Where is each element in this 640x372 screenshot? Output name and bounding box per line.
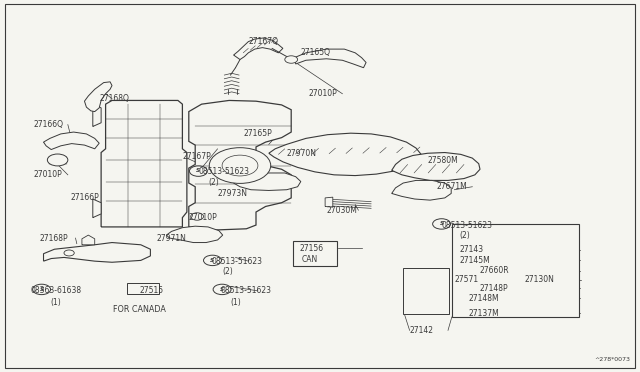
PathPatch shape (44, 243, 150, 262)
Text: FOR CANADA: FOR CANADA (113, 305, 166, 314)
PathPatch shape (325, 197, 333, 207)
Text: 27571: 27571 (454, 275, 479, 284)
Text: S: S (196, 168, 200, 173)
Text: (2): (2) (223, 267, 234, 276)
PathPatch shape (44, 132, 99, 150)
Text: 08513-51623: 08513-51623 (442, 221, 493, 230)
Circle shape (33, 284, 51, 295)
Text: 27137M: 27137M (468, 309, 499, 318)
Text: 27156: 27156 (300, 244, 324, 253)
Text: 27142: 27142 (410, 326, 434, 335)
PathPatch shape (189, 100, 291, 230)
Circle shape (191, 213, 204, 220)
PathPatch shape (294, 49, 366, 68)
PathPatch shape (82, 235, 95, 245)
PathPatch shape (166, 226, 223, 243)
Text: 27167Q: 27167Q (248, 37, 278, 46)
Circle shape (47, 154, 68, 166)
Text: 27143: 27143 (460, 246, 484, 254)
Text: 27971N: 27971N (157, 234, 187, 243)
Text: S: S (220, 286, 224, 292)
PathPatch shape (392, 180, 451, 200)
Text: 27165Q: 27165Q (301, 48, 331, 57)
Text: 27970N: 27970N (287, 149, 317, 158)
Text: ^278*0073: ^278*0073 (595, 357, 630, 362)
Text: 08513-51623: 08513-51623 (211, 257, 262, 266)
PathPatch shape (84, 82, 112, 112)
Text: 27973N: 27973N (218, 189, 248, 198)
Bar (127, 283, 159, 294)
Text: 27148M: 27148M (468, 294, 499, 303)
Text: 27165P: 27165P (243, 129, 272, 138)
Text: 27010P: 27010P (33, 170, 62, 179)
PathPatch shape (101, 100, 187, 227)
Bar (293, 241, 337, 266)
PathPatch shape (93, 199, 101, 218)
Text: S: S (40, 286, 44, 292)
Text: 27167P: 27167P (182, 153, 211, 161)
Text: 27145M: 27145M (460, 256, 490, 265)
Text: 27660R: 27660R (480, 266, 509, 275)
Text: (2): (2) (209, 178, 220, 187)
PathPatch shape (269, 133, 421, 176)
PathPatch shape (93, 104, 101, 126)
Circle shape (222, 155, 258, 176)
Text: 27671M: 27671M (436, 182, 467, 191)
Circle shape (213, 284, 231, 295)
Text: 27168P: 27168P (40, 234, 68, 243)
Circle shape (285, 56, 298, 63)
Text: CAN: CAN (302, 255, 318, 264)
Text: 08513-51623: 08513-51623 (221, 286, 272, 295)
Text: (1): (1) (230, 298, 241, 307)
Text: (1): (1) (50, 298, 61, 307)
Text: 08363-61638: 08363-61638 (31, 286, 82, 295)
Circle shape (209, 148, 271, 183)
PathPatch shape (234, 38, 283, 60)
Text: (2): (2) (460, 231, 470, 240)
Text: 27168Q: 27168Q (99, 94, 129, 103)
Text: S: S (211, 257, 214, 263)
Circle shape (64, 250, 74, 256)
Text: 27130N: 27130N (525, 275, 555, 284)
Text: 27166Q: 27166Q (33, 120, 63, 129)
Circle shape (204, 255, 221, 266)
Text: 27010P: 27010P (308, 89, 337, 98)
PathPatch shape (392, 153, 480, 180)
PathPatch shape (234, 173, 301, 190)
Text: 27148P: 27148P (480, 284, 509, 293)
Text: S: S (440, 221, 444, 226)
Text: 27166P: 27166P (70, 193, 99, 202)
Text: 27580M: 27580M (428, 156, 458, 165)
Bar (403, 268, 449, 314)
Text: 27010P: 27010P (189, 213, 218, 222)
Text: 08513-51623: 08513-51623 (198, 167, 250, 176)
Text: 27515: 27515 (140, 286, 164, 295)
Circle shape (189, 166, 207, 176)
Circle shape (433, 219, 451, 229)
Bar (452, 224, 579, 317)
Text: 27030M: 27030M (326, 206, 357, 215)
